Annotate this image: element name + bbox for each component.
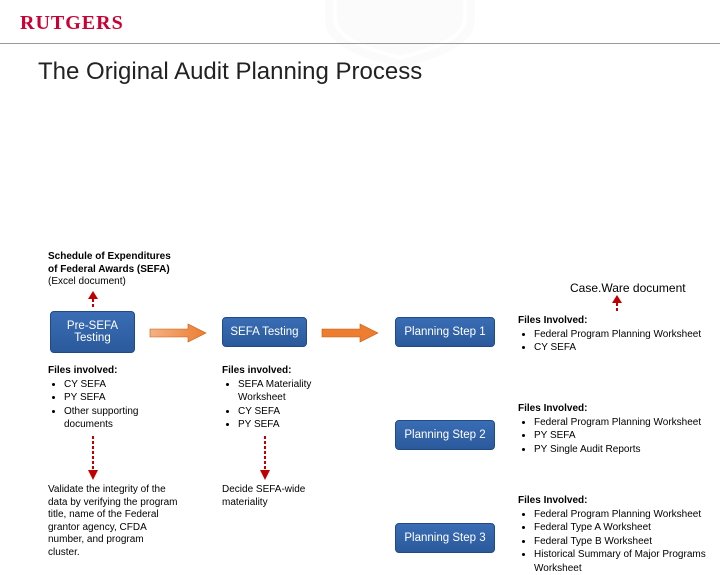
files-col1: Files involved: CY SEFA PY SEFA Other su…	[48, 364, 178, 432]
rutgers-logo: RUTGERS	[20, 12, 124, 35]
box-step2: Planning Step 2	[395, 420, 495, 450]
arrow-down-col2	[258, 436, 272, 480]
files-col2: Files involved: SEFA Materiality Workshe…	[222, 364, 352, 432]
diagram-area: Schedule of Expenditures of Federal Awar…	[0, 96, 720, 536]
decide-text: Decide SEFA-wide materiality	[222, 484, 342, 509]
header: RUTGERS	[0, 0, 720, 44]
box-sefa-testing: SEFA Testing	[222, 317, 307, 347]
validate-text: Validate the integrity of the data by ve…	[48, 484, 178, 559]
caseware-label: Case.Ware document	[570, 281, 686, 296]
box-pre-sefa: Pre-SEFA Testing	[50, 311, 135, 353]
arrow-orange-1	[148, 321, 208, 345]
sefa-header: Schedule of Expenditures of Federal Awar…	[48, 251, 208, 289]
files-step2: Files Involved: Federal Program Planning…	[518, 402, 708, 456]
files-step3: Files Involved: Federal Program Planning…	[518, 494, 718, 575]
box-step3: Planning Step 3	[395, 523, 495, 553]
files-step1: Files Involved: Federal Program Planning…	[518, 314, 708, 355]
arrow-down-col1	[86, 436, 100, 480]
arrow-up-col1	[86, 291, 100, 309]
slide-title: The Original Audit Planning Process	[38, 58, 720, 86]
box-step1: Planning Step 1	[395, 317, 495, 347]
arrow-up-caseware	[610, 295, 624, 313]
arrow-orange-2	[320, 321, 380, 345]
